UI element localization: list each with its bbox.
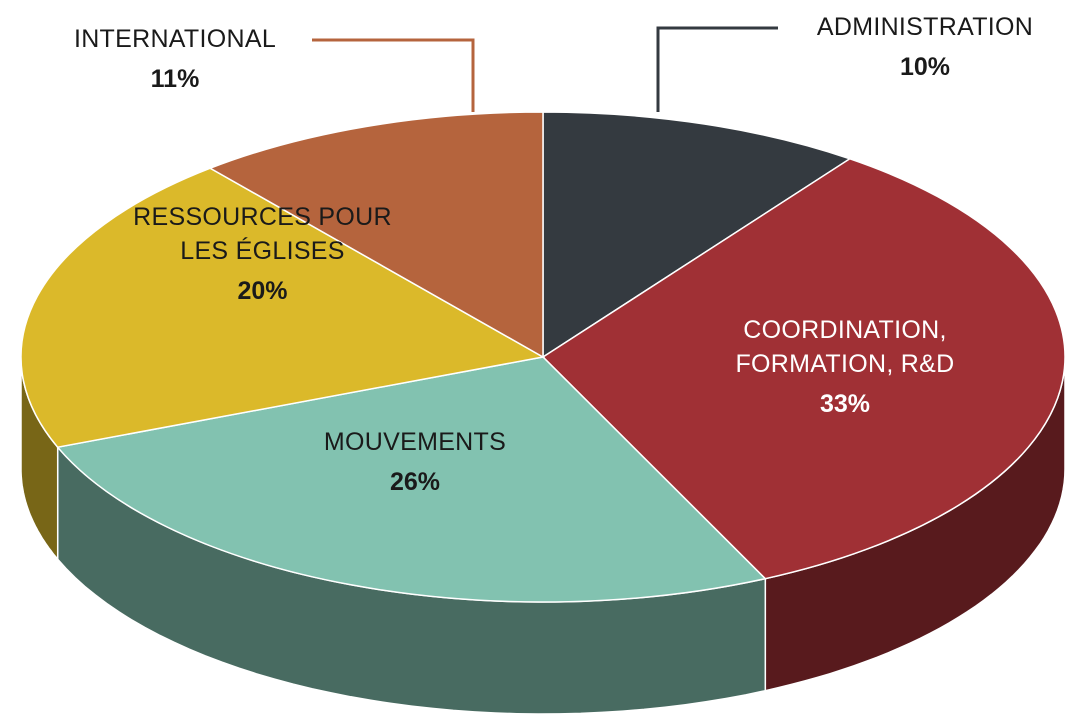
leader-line (312, 38, 475, 112)
value-label: 26% (389, 468, 441, 496)
value-label: 20% (237, 277, 288, 305)
slice-label: MOUVEMENTS 26% (270, 425, 560, 499)
category-label: COORDINATION, FORMATION, R&D (735, 316, 955, 378)
category-label: ADMINISTRATION (816, 13, 1034, 41)
slice-label: COORDINATION, FORMATION, R&D 33% (700, 313, 990, 421)
slice (541, 157, 1066, 580)
value-label: 10% (899, 53, 951, 81)
category-label: INTERNATIONAL (73, 25, 277, 53)
value-label: 33% (819, 390, 871, 418)
slice-label: RESSOURCES POUR LES ÉGLISES 20% (120, 200, 405, 308)
slice (208, 111, 544, 359)
slice (56, 356, 767, 603)
slice-label: INTERNATIONAL 11% (30, 22, 320, 96)
category-label: RESSOURCES POUR LES ÉGLISES (133, 203, 392, 265)
slice (542, 111, 852, 359)
leader-line (656, 26, 778, 112)
slice (20, 167, 546, 449)
category-label: MOUVEMENTS (323, 428, 507, 456)
value-label: 11% (150, 65, 200, 93)
slice-label: ADMINISTRATION 10% (780, 10, 1066, 84)
